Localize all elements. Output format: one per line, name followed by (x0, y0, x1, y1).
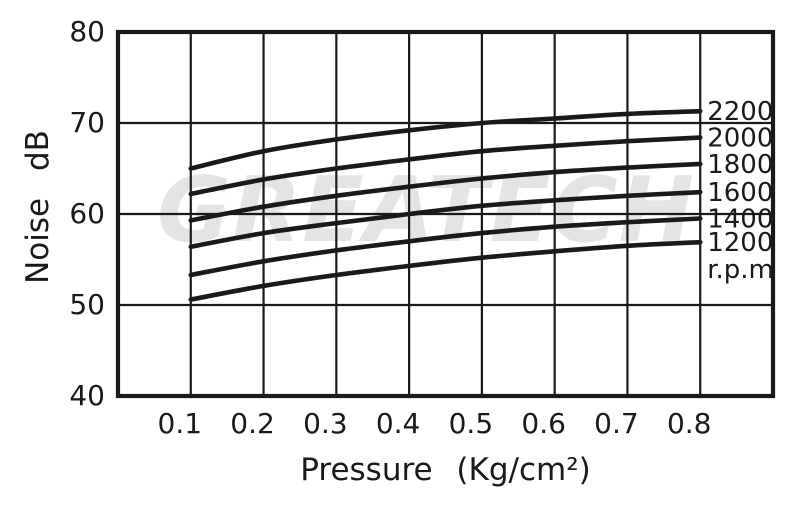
curve-1200-rpm (188, 239, 703, 302)
curve-2000-rpm (188, 135, 703, 197)
x-tick-label: 0.2 (230, 407, 275, 440)
x-tick-label: 0.5 (449, 407, 494, 440)
x-tick-label: 0.6 (521, 407, 566, 440)
x-tick-label: 0.8 (667, 407, 712, 440)
curve-1400-rpm (188, 216, 703, 278)
x-tick-label: 0.3 (303, 407, 348, 440)
curve-1800-rpm (188, 161, 703, 223)
rpm-unit-label: r.p.m (707, 255, 774, 285)
y-tick-label: 50 (69, 288, 105, 321)
y-tick-label: 80 (69, 15, 105, 48)
series-label-1200: 1200 (707, 228, 773, 258)
y-tick-label: 40 (69, 379, 105, 412)
x-tick-label: 0.7 (594, 407, 639, 440)
curve-2200-rpm (188, 108, 703, 171)
y-tick-label: 70 (69, 106, 105, 139)
y-tick-label: 60 (69, 197, 105, 230)
x-tick-label: 0.1 (158, 407, 203, 440)
x-axis-title: Pressure (Kg/cm²) (300, 452, 591, 488)
x-tick-label: 0.4 (376, 407, 421, 440)
series-label-1600: 1600 (707, 178, 773, 208)
curve-1600-rpm (188, 189, 703, 250)
series-label-1800: 1800 (707, 150, 773, 180)
series-label-1400: 1400 (707, 205, 773, 235)
series-label-2000: 2000 (707, 124, 773, 154)
series-label-2200: 2200 (707, 97, 773, 127)
plot-border (115, 29, 776, 399)
y-axis-title: Noise dB (20, 130, 56, 284)
